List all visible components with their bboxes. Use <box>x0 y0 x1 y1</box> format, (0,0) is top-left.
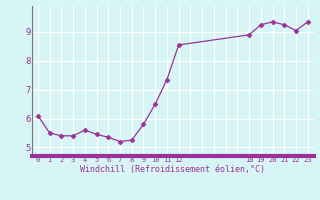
X-axis label: Windchill (Refroidissement éolien,°C): Windchill (Refroidissement éolien,°C) <box>80 165 265 174</box>
